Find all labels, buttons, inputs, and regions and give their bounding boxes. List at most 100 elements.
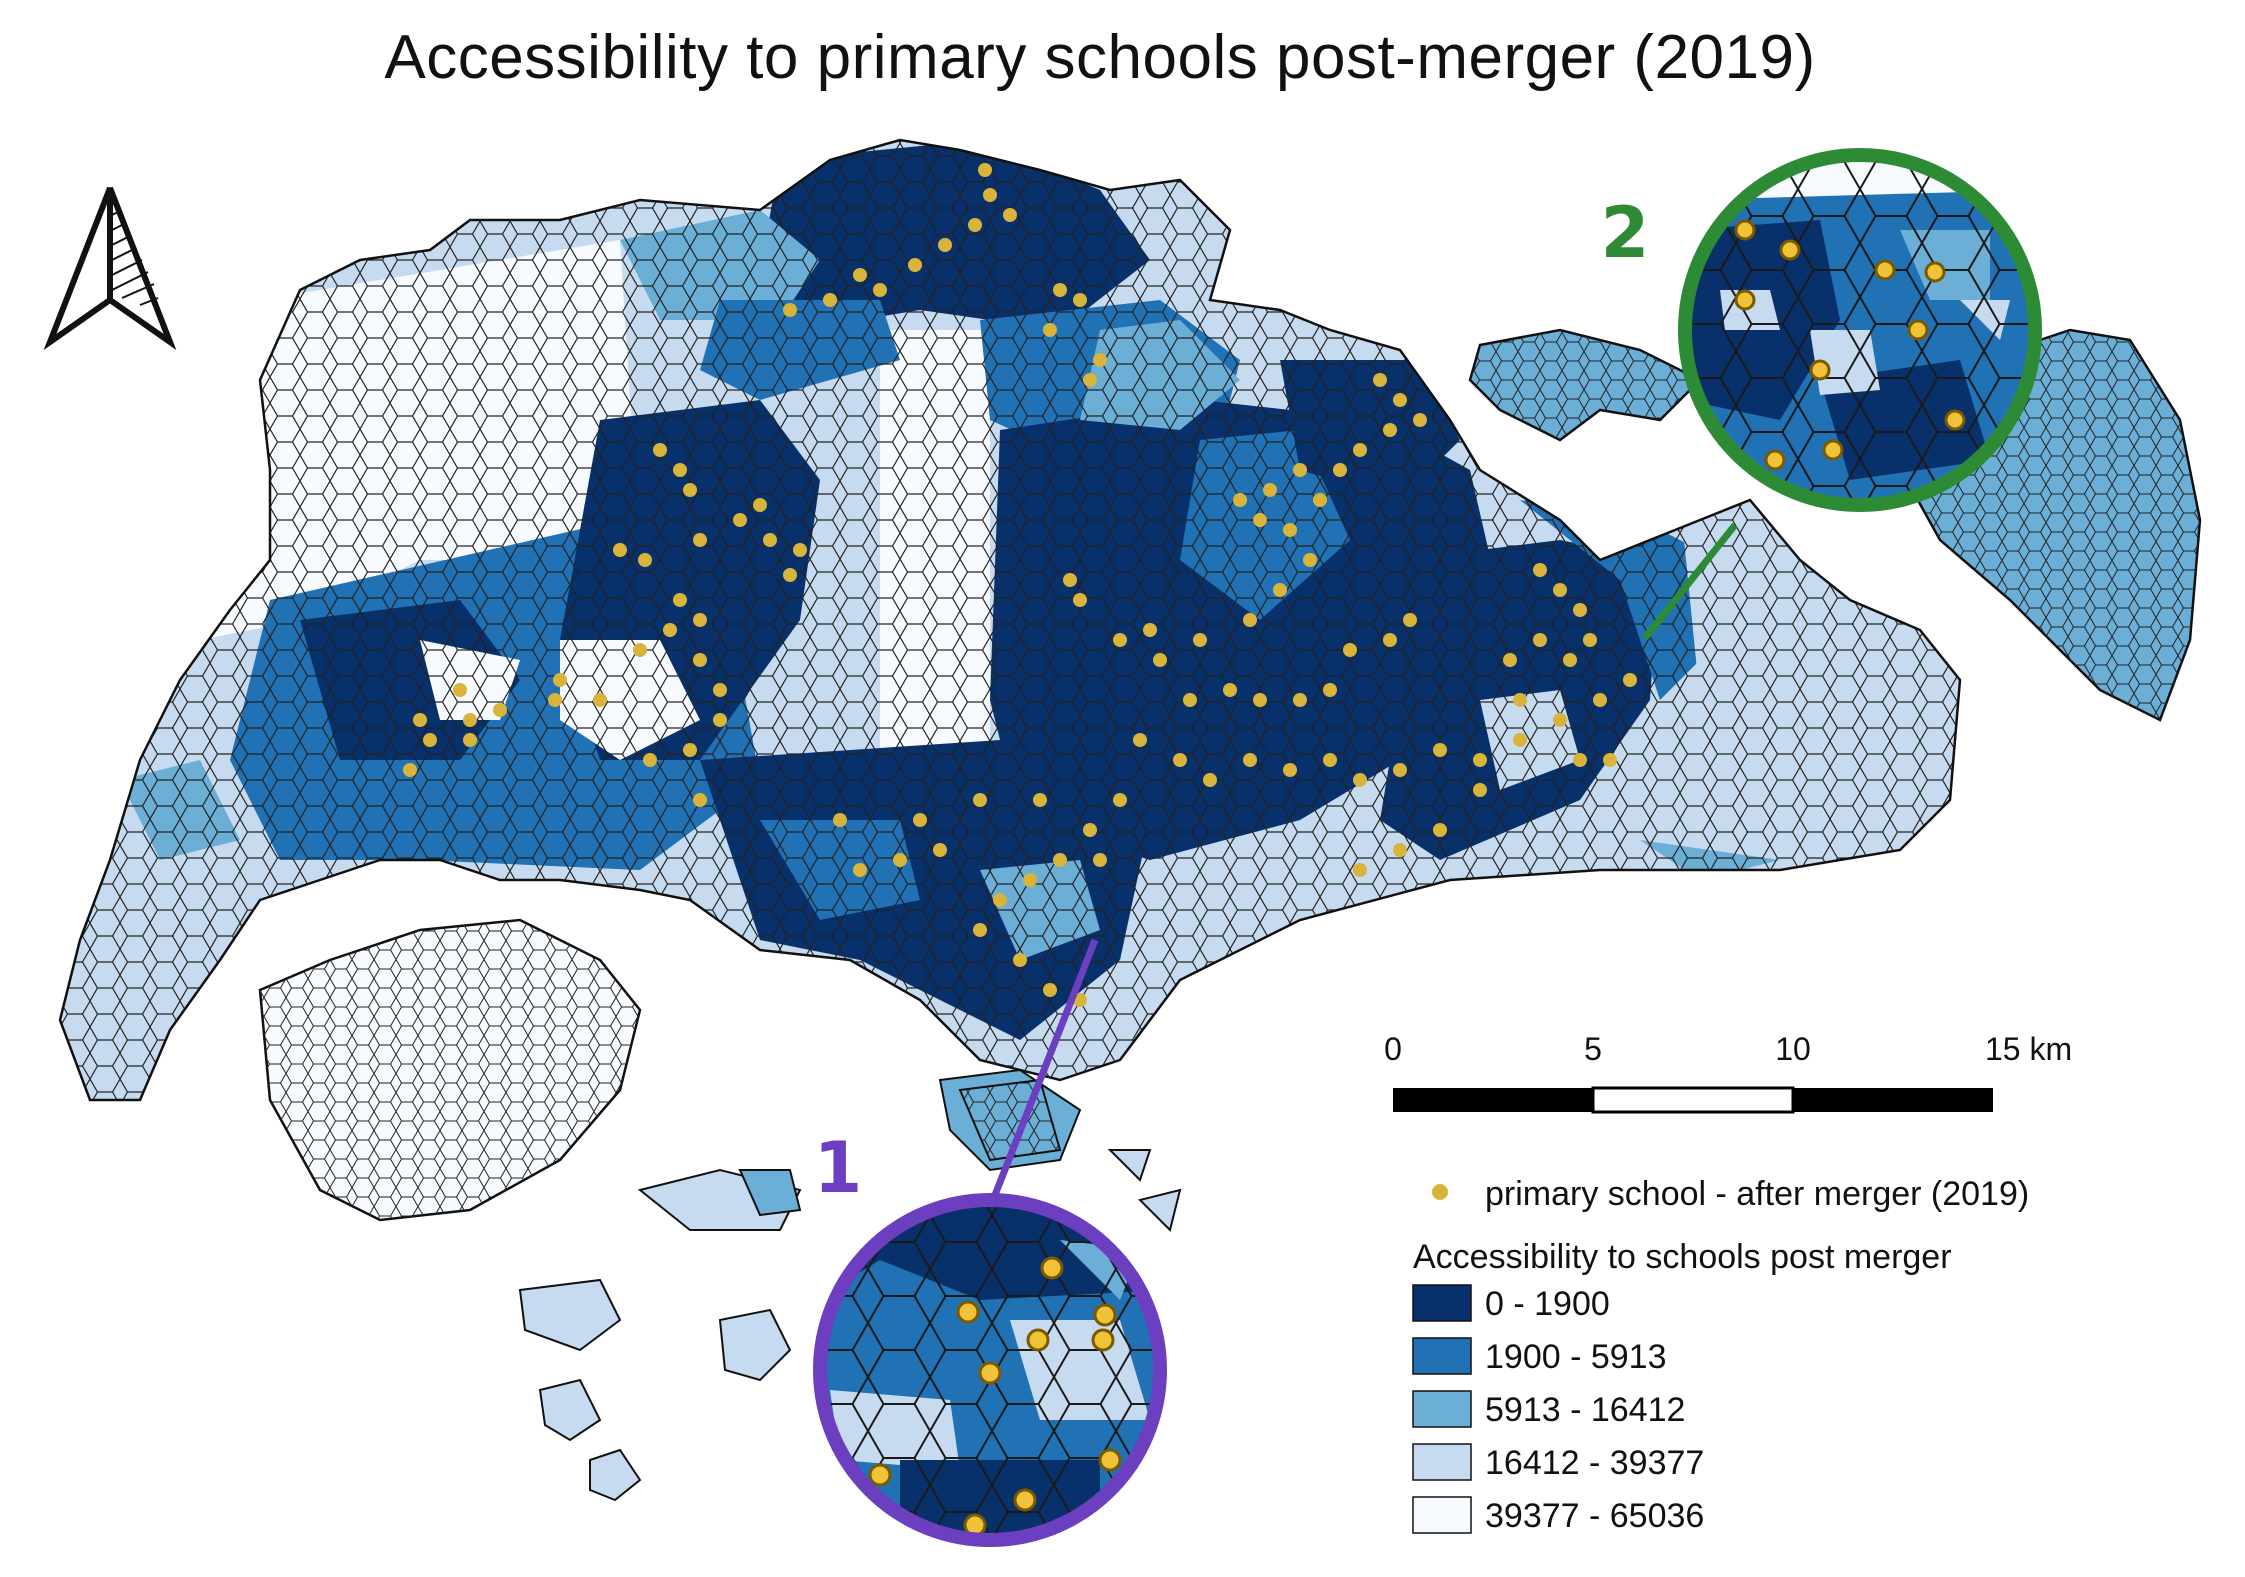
school-point (1293, 463, 1307, 477)
callout-2: 2 (1601, 148, 2042, 641)
school-point (1083, 823, 1097, 837)
callout-1: 1 (813, 938, 1167, 1547)
school-point (643, 753, 657, 767)
school-point (1563, 653, 1577, 667)
legend-class-label: 1900 - 5913 (1485, 1338, 1667, 1376)
school-point (893, 853, 907, 867)
main-island (58, 138, 1962, 1102)
school-point (733, 513, 747, 527)
school-point (1583, 633, 1597, 647)
school-point (1353, 443, 1367, 457)
legend-class-label: 16412 - 39377 (1485, 1444, 1704, 1482)
school-point (1473, 783, 1487, 797)
school-point (933, 843, 947, 857)
school-point (1283, 523, 1297, 537)
school-point (1273, 583, 1287, 597)
legend-heading: Accessibility to schools post merger (1413, 1238, 1952, 1276)
school-symbol-icon (1432, 1184, 1448, 1200)
school-point (553, 673, 567, 687)
school-point (913, 813, 927, 827)
school-point (1003, 208, 1017, 222)
school-point (1263, 483, 1277, 497)
school-point (1503, 653, 1517, 667)
school-points (403, 163, 1637, 1007)
school-point (983, 188, 997, 202)
school-point (1143, 623, 1157, 637)
legend-swatch (1412, 1337, 1472, 1375)
school-point (423, 733, 437, 747)
legend-swatch (1412, 1284, 1472, 1322)
school-point (1313, 493, 1327, 507)
legend-class-label: 0 - 1900 (1485, 1285, 1610, 1323)
school-point (1133, 733, 1147, 747)
school-point (1343, 643, 1357, 657)
school-point (1433, 823, 1447, 837)
school-point (1253, 513, 1267, 527)
school-point (673, 463, 687, 477)
school-point (713, 713, 727, 727)
school-point (1323, 683, 1337, 697)
legend-swatch (1412, 1443, 1472, 1481)
school-point (1533, 633, 1547, 647)
school-point (1393, 843, 1407, 857)
school-point (1373, 373, 1387, 387)
school-point (1603, 753, 1617, 767)
school-point (1533, 563, 1547, 577)
callout-2-label: 2 (1601, 192, 1650, 274)
school-point (853, 268, 867, 282)
school-point (873, 283, 887, 297)
school-point (853, 863, 867, 877)
pulau-ubin (1468, 328, 1703, 442)
school-point (1183, 693, 1197, 707)
legend-swatch (1412, 1496, 1472, 1534)
school-point (1013, 953, 1027, 967)
scale-bar: 0 5 10 15 km (1384, 1031, 2072, 1114)
school-point (978, 163, 992, 177)
school-point (463, 733, 477, 747)
school-point (413, 713, 427, 727)
school-point (663, 623, 677, 637)
school-point (1063, 573, 1077, 587)
school-point (968, 218, 982, 232)
school-point (1293, 693, 1307, 707)
school-point (683, 743, 697, 757)
scale-label-0: 0 (1384, 1031, 1402, 1067)
school-point (1553, 713, 1567, 727)
school-point (693, 613, 707, 627)
school-point (908, 258, 922, 272)
school-point (673, 593, 687, 607)
school-point (1383, 633, 1397, 647)
callout-1-label: 1 (814, 1127, 863, 1209)
school-point (1473, 753, 1487, 767)
school-point (993, 893, 1007, 907)
school-point (1333, 463, 1347, 477)
school-point (763, 533, 777, 547)
school-point (1393, 763, 1407, 777)
school-point (638, 553, 652, 567)
north-arrow-icon (43, 186, 177, 351)
school-point (1093, 353, 1107, 367)
school-point (693, 793, 707, 807)
school-point (753, 498, 767, 512)
school-point (1573, 603, 1587, 617)
school-point (1233, 493, 1247, 507)
legend-school-label: primary school - after merger (2019) (1485, 1175, 2029, 1213)
school-point (1553, 583, 1567, 597)
school-point (1073, 593, 1087, 607)
school-point (1323, 753, 1337, 767)
school-point (1043, 323, 1057, 337)
school-point (1053, 283, 1067, 297)
southern-islands (518, 1068, 1182, 1502)
school-point (1283, 763, 1297, 777)
school-point (693, 653, 707, 667)
school-point (593, 693, 607, 707)
school-point (1043, 983, 1057, 997)
school-point (1243, 613, 1257, 627)
school-point (823, 293, 837, 307)
school-point (1113, 793, 1127, 807)
school-point (938, 238, 952, 252)
school-point (1173, 753, 1187, 767)
school-point (683, 483, 697, 497)
school-point (1153, 653, 1167, 667)
